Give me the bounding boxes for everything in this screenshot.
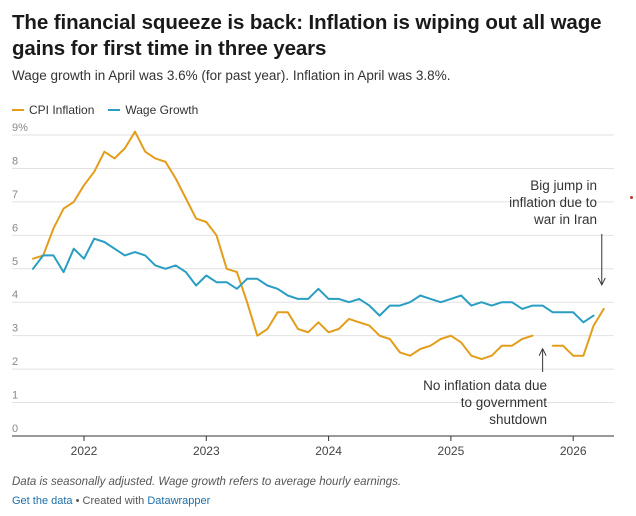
y-tick-label: 7	[12, 189, 18, 201]
annotation-arrowhead-iran	[597, 277, 606, 287]
x-tick-label: 2023	[193, 444, 220, 458]
x-tick-label: 2022	[71, 444, 98, 458]
footer-credits: Get the data • Created with Datawrapper	[12, 495, 210, 507]
y-tick-label: 4	[12, 289, 18, 301]
y-tick-label: 8	[12, 155, 18, 167]
legend-label-wage: Wage Growth	[125, 103, 199, 117]
annotation-iran-war: Big jump in inflation due to war in Iran	[509, 178, 597, 227]
chart-title: The financial squeeze is back: Inflation…	[12, 11, 602, 60]
datawrapper-link[interactable]: Datawrapper	[147, 495, 211, 507]
y-tick-label: 1	[12, 390, 18, 402]
series-line-cpi-inflation	[551, 307, 605, 357]
series-line-cpi-inflation	[32, 130, 534, 361]
chart-subtitle: Wage growth in April was 3.6% (for past …	[12, 68, 451, 83]
y-tick-label: 0	[12, 423, 18, 435]
get-the-data-link[interactable]: Get the data	[12, 495, 73, 507]
x-tick-label: 2025	[438, 444, 465, 458]
legend-swatch-wage	[108, 109, 121, 111]
line-chart: 0 1 2 3 4 5 6 7 8 9% 2022 2023 2024 2025 2026 Big jump …	[12, 122, 614, 458]
x-tick-label: 2024	[315, 444, 342, 458]
credits-separator: • Created with	[72, 495, 148, 507]
y-tick-label: 9%	[12, 122, 28, 134]
legend-item-cpi: CPI Inflation	[12, 103, 94, 117]
annotation-shutdown: No inflation data due to government shutdo…	[423, 378, 547, 427]
y-tick-label: 2	[12, 356, 18, 368]
annotation-arrowhead-shutdown	[538, 347, 547, 356]
y-tick-label: 5	[12, 256, 18, 268]
legend-item-wage: Wage Growth	[108, 103, 198, 117]
chart-legend: CPI Inflation Wage Growth	[12, 103, 198, 117]
red-dot-marker	[630, 196, 633, 199]
x-tick-label: 2026	[560, 444, 587, 458]
legend-label-cpi: CPI Inflation	[29, 103, 95, 117]
series-line-wage-growth	[32, 237, 595, 324]
y-tick-label: 6	[12, 222, 18, 234]
y-tick-label: 3	[12, 323, 18, 335]
footer-note: Data is seasonally adjusted. Wage growth…	[12, 476, 402, 488]
legend-swatch-cpi	[12, 109, 24, 111]
